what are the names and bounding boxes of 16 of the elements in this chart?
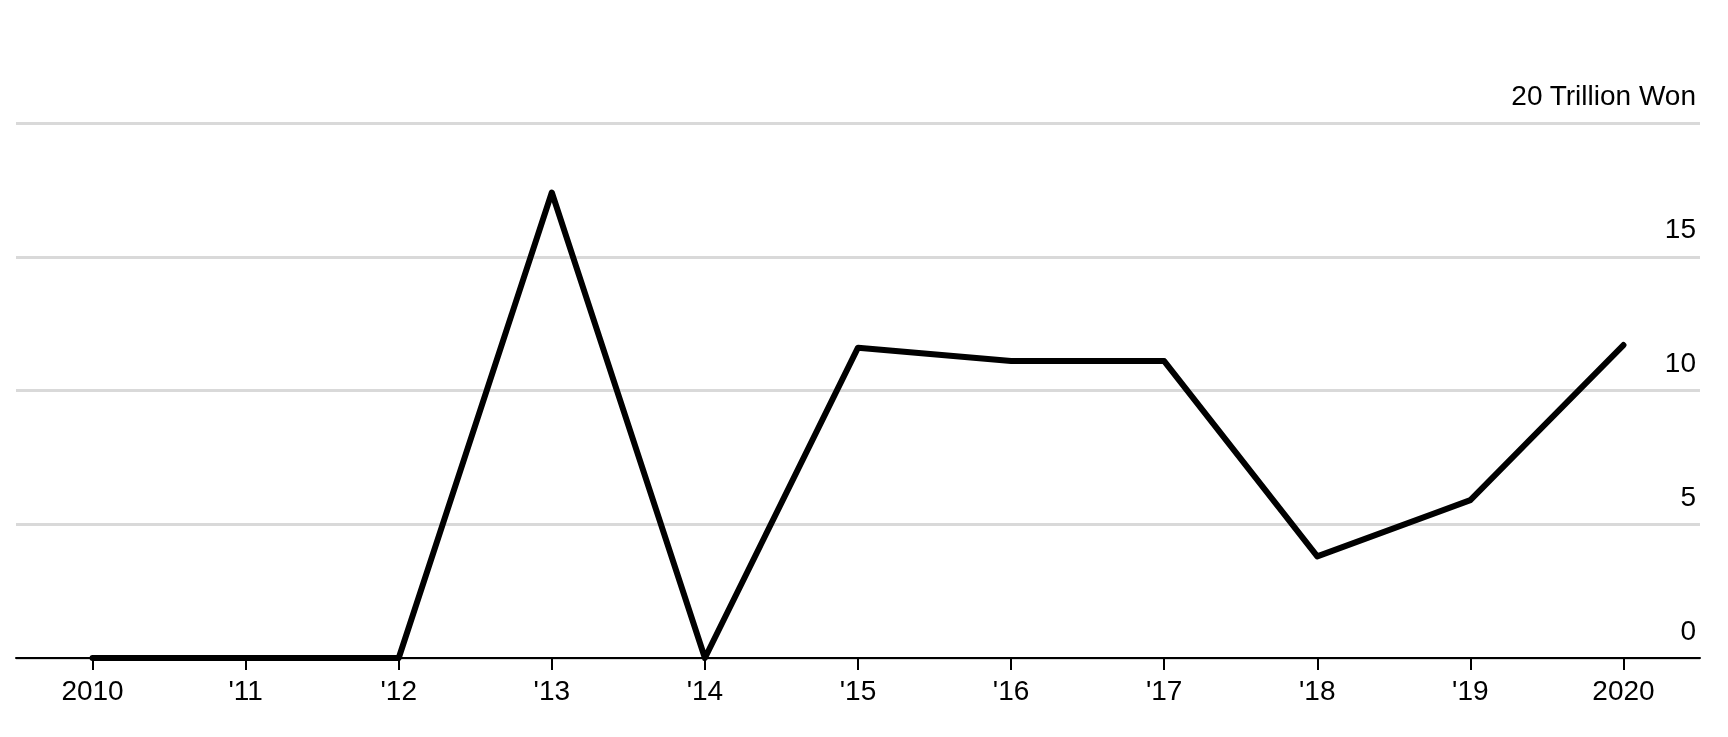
y-tick-label: 5	[1680, 480, 1696, 512]
x-tick-label: '16	[992, 674, 1030, 706]
x-tick-label: 2010	[61, 674, 124, 706]
y-tick-label: 10	[1664, 347, 1696, 378]
x-tick-label: 2020	[1592, 674, 1655, 706]
x-tick-label: '18	[1299, 674, 1336, 706]
x-tick-label: '12	[380, 674, 417, 706]
x-tick-label: '13	[533, 674, 571, 706]
y-tick-label: 0	[1680, 614, 1696, 646]
x-tick-label: '15	[839, 674, 877, 706]
x-tick-label: '14	[686, 674, 724, 706]
x-tick-label: '19	[1452, 674, 1489, 706]
x-tick-label: '17	[1145, 674, 1183, 706]
x-tick-label: '11	[228, 674, 263, 706]
y-tick-label: 15	[1664, 213, 1696, 245]
y-tick-label: 20 Trillion Won	[1511, 79, 1696, 111]
